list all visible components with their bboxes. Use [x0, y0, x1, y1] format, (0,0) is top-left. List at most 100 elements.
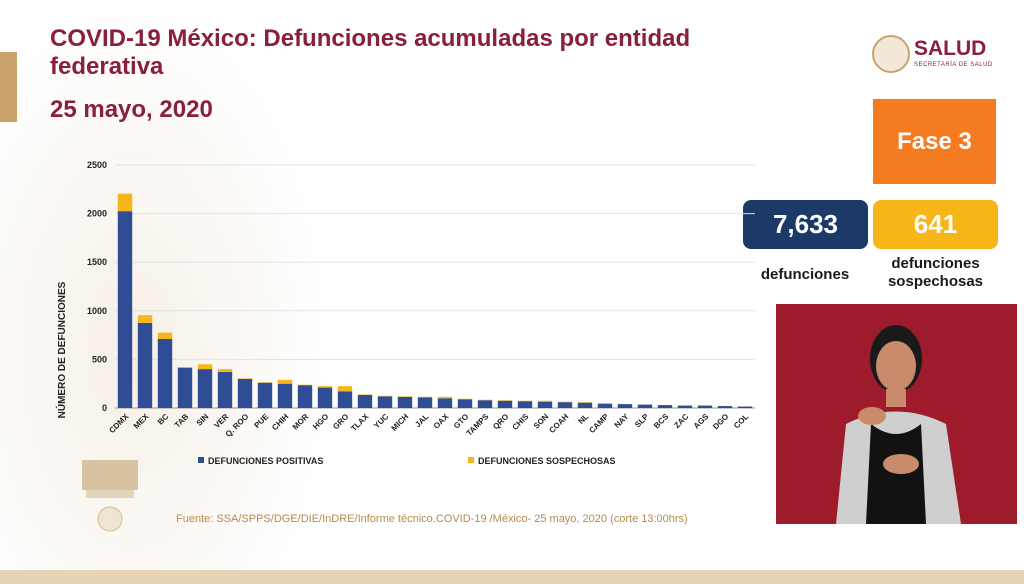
- bar-positivas-chih: [277, 383, 293, 408]
- x-tick-label: YUC: [372, 412, 390, 430]
- interpreter-figure: [836, 325, 961, 524]
- bar-positivas-mor: [297, 385, 313, 408]
- bar-sospechosas-cdmx: [117, 193, 133, 212]
- bar-sospechosas-mex: [137, 315, 153, 323]
- bar-positivas-mich: [397, 396, 413, 408]
- x-tick-label: BC: [156, 412, 171, 427]
- bar-positivas-chis: [517, 401, 533, 408]
- bar-positivas-oax: [437, 398, 453, 408]
- y-tick-label: 1000: [87, 306, 107, 316]
- bar-positivas-tab: [177, 367, 193, 408]
- x-tick-label: CDMX: [107, 412, 130, 435]
- bar-sospechosas-oax: [437, 396, 453, 399]
- suspected-label: defunciones sospechosas: [873, 255, 998, 291]
- bar-positivas-cdmx: [117, 211, 133, 408]
- bar-positivas-qro: [497, 400, 513, 408]
- x-tick-label: MICH: [390, 412, 411, 433]
- x-tick-label: GRO: [331, 412, 350, 431]
- legend-swatch-sospechosas: [468, 457, 474, 463]
- y-tick-label: 2500: [87, 160, 107, 170]
- bar-positivas-zac: [677, 405, 693, 408]
- page-title: COVID-19 México: Defunciones acumuladas …: [50, 25, 691, 80]
- logo-subtitle: SECRETARÍA DE SALUD: [914, 62, 993, 68]
- bar-positivas-tamps: [477, 400, 493, 408]
- y-axis-ticks: 0 500 1000 1500 2000 2500: [87, 160, 107, 413]
- bar-sospechosas-ver: [217, 369, 233, 373]
- bar-positivas-tlax: [357, 394, 373, 408]
- salud-logo: SALUD SECRETARÍA DE SALUD: [872, 35, 1002, 75]
- x-tick-label: DGO: [711, 412, 730, 431]
- bar-sospechosas-hgo: [317, 386, 333, 388]
- x-tick-label: AGS: [692, 412, 711, 431]
- x-tick-label: JAL: [413, 412, 430, 429]
- suspected-total: 641: [873, 200, 998, 249]
- background-decoration: [0, 0, 330, 584]
- bar-positivas-mex: [137, 322, 153, 408]
- x-tick-label: OAX: [432, 412, 451, 431]
- x-tick-label: SIN: [195, 412, 211, 428]
- bar-positivas-sin: [197, 369, 213, 408]
- bar-sospechosas-bc: [157, 332, 173, 339]
- bar-sospechosas-sin: [197, 364, 213, 370]
- bar-positivas-coah: [557, 402, 573, 408]
- suspected-label-line2: sospechosas: [887, 273, 984, 290]
- y-tick-label: 500: [92, 354, 107, 364]
- accent-bar-bottom: [0, 570, 1024, 584]
- legend-label-positivas: DEFUNCIONES POSITIVAS: [208, 456, 323, 466]
- logo-name: SALUD: [914, 37, 987, 60]
- x-tick-label: CHIS: [511, 412, 531, 432]
- y-tick-label: 2000: [87, 209, 107, 219]
- bar-positivas-camp: [597, 403, 613, 408]
- bar-positivas-son: [537, 401, 553, 408]
- chart-bars: [117, 193, 753, 408]
- x-tick-label: MEX: [132, 412, 151, 431]
- bar-positivas-pue: [257, 382, 273, 408]
- bar-positivas-bc: [157, 338, 173, 408]
- x-tick-label: COL: [732, 412, 750, 430]
- bar-positivas-nay: [617, 404, 633, 408]
- x-tick-label: TAB: [173, 412, 191, 430]
- x-tick-label: TAMPS: [465, 412, 491, 438]
- y-axis-label: NÚMERO DE DEFUNCIONES: [55, 281, 68, 418]
- x-tick-label: HGO: [311, 412, 330, 431]
- chart-legend: DEFUNCIONES POSITIVAS DEFUNCIONES SOSPEC…: [198, 456, 616, 466]
- x-tick-label: PUE: [252, 412, 270, 430]
- legend-label-sospechosas: DEFUNCIONES SOSPECHOSAS: [478, 456, 616, 466]
- bar-sospechosas-chih: [277, 379, 293, 384]
- accent-bar-left: [0, 52, 17, 122]
- bar-positivas-nl: [577, 402, 593, 408]
- y-tick-label: 0: [102, 403, 107, 413]
- bar-sospechosas-son: [537, 400, 553, 402]
- emblem-icon: [872, 35, 910, 73]
- bar-positivas-jal: [417, 397, 433, 408]
- x-tick-label: BCS: [652, 412, 671, 431]
- x-tick-label: NAY: [613, 412, 631, 430]
- x-tick-label: CHIH: [270, 412, 290, 432]
- legend-swatch-positivas: [198, 457, 204, 463]
- phase-badge: Fase 3: [873, 99, 996, 184]
- x-tick-label: CAMP: [587, 412, 610, 435]
- suspected-label-line1: defunciones: [891, 255, 980, 272]
- bar-positivas-dgo: [717, 406, 733, 408]
- x-tick-label: QRO: [491, 412, 510, 431]
- x-tick-label: TLAX: [349, 412, 371, 434]
- bar-positivas-ags: [697, 405, 713, 408]
- source-note: Fuente: SSA/SPPS/DGE/DIE/InDRE/Informe t…: [176, 513, 688, 525]
- deaths-total: 7,633: [743, 200, 868, 249]
- x-tick-label: MOR: [291, 412, 311, 432]
- bar-positivas-hgo: [317, 387, 333, 408]
- x-tick-label: ZAC: [672, 412, 690, 430]
- bar-positivas-yuc: [377, 396, 393, 408]
- bar-positivas-slp: [637, 404, 653, 408]
- page-date: 25 mayo, 2020: [50, 96, 213, 123]
- sign-language-interpreter: [776, 304, 1017, 524]
- bar-positivas-qroo: [237, 378, 253, 408]
- deaths-label: defunciones: [760, 266, 850, 283]
- bar-positivas-ver: [217, 372, 233, 408]
- x-tick-label: NL: [577, 412, 591, 426]
- bar-sospechosas-gro: [337, 386, 353, 392]
- government-emblem: [82, 460, 138, 532]
- x-tick-label: SLP: [633, 412, 651, 430]
